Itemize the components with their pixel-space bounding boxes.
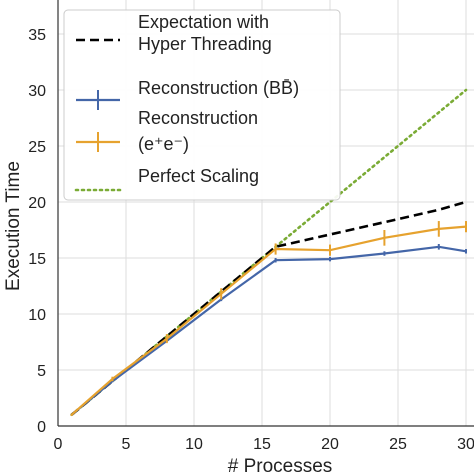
x-tick-label: 5 bbox=[122, 436, 131, 453]
legend-label-0: Expectation with bbox=[138, 12, 269, 32]
series-group bbox=[70, 88, 468, 417]
series-line-1 bbox=[70, 245, 467, 416]
tick-labels: 0 5 10 15 20 25 30 0 5 10 15 20 25 30 35 bbox=[28, 27, 474, 453]
y-tick-label: 0 bbox=[37, 419, 46, 436]
y-axis-label: Execution Time bbox=[3, 161, 24, 291]
plot-frame bbox=[57, 0, 474, 427]
x-tick-label: 0 bbox=[54, 436, 63, 453]
legend-label-2: (e⁺e⁻) bbox=[138, 134, 189, 154]
legend-label-2: Reconstruction bbox=[138, 108, 258, 128]
y-tick-label: 30 bbox=[28, 83, 46, 100]
x-axis-label: # Processes bbox=[228, 456, 333, 474]
x-tick-label: 10 bbox=[185, 436, 203, 453]
y-tick-label: 25 bbox=[28, 139, 46, 156]
x-tick-label: 30 bbox=[457, 436, 474, 453]
y-tick-label: 10 bbox=[28, 307, 46, 324]
legend-box bbox=[63, 9, 341, 201]
y-tick-label: 20 bbox=[28, 195, 46, 212]
legend-label-3: Perfect Scaling bbox=[138, 166, 259, 186]
legend-label-1: Reconstruction (BB̄) bbox=[138, 78, 299, 98]
series-line-2 bbox=[70, 225, 467, 416]
x-tick-label: 15 bbox=[253, 436, 271, 453]
y-tick-label: 35 bbox=[28, 27, 46, 44]
y-tick-label: 15 bbox=[28, 251, 46, 268]
legend-label-0: Hyper Threading bbox=[138, 34, 272, 54]
x-tick-label: 25 bbox=[389, 436, 407, 453]
x-tick-label: 20 bbox=[321, 436, 339, 453]
y-tick-label: 5 bbox=[37, 363, 46, 380]
